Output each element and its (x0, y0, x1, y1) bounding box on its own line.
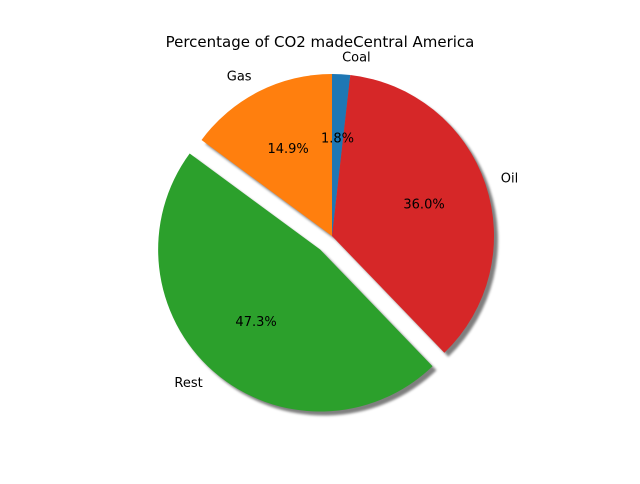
percent-label-oil: 36.0% (403, 197, 444, 212)
chart-title: Percentage of CO2 madeCentral America (165, 33, 475, 51)
slice-rest (158, 153, 433, 412)
category-label-rest: Rest (174, 376, 202, 391)
pie-slices (158, 74, 494, 412)
percent-labels: 1.8% 36.0% 47.3% 14.9% (235, 131, 444, 330)
slice-coal (332, 74, 351, 236)
slice-gas (201, 74, 332, 236)
percent-label-gas: 14.9% (267, 142, 308, 157)
category-label-coal: Coal (342, 51, 371, 66)
percent-label-rest: 47.3% (235, 315, 276, 330)
slice-oil (332, 75, 494, 353)
category-label-oil: Oil (501, 171, 518, 186)
category-labels: Coal Oil Rest Gas (174, 51, 518, 391)
percent-label-coal: 1.8% (321, 131, 354, 146)
category-label-gas: Gas (227, 69, 252, 84)
